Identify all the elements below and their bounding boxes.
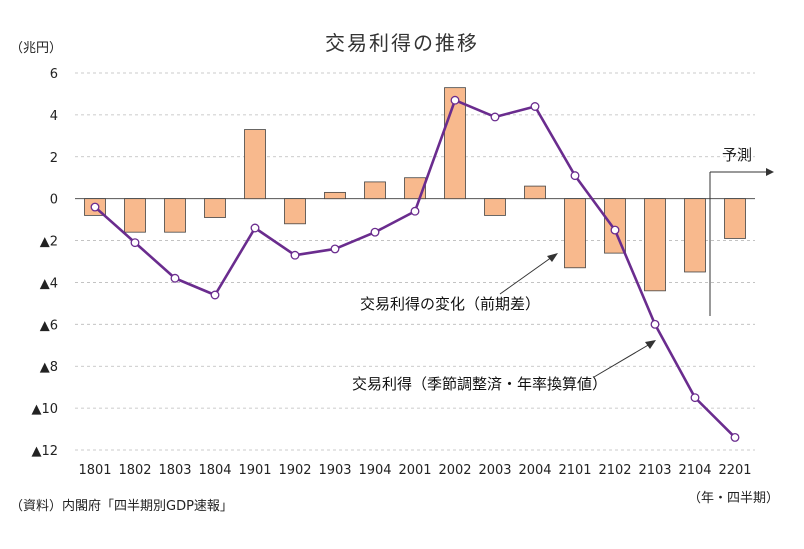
grid-lines	[75, 72, 755, 451]
line-point	[730, 432, 740, 442]
bar	[724, 198, 746, 239]
line-point	[570, 171, 580, 181]
y-tick-label: ▲8	[40, 360, 58, 375]
y-axis-ticks: 6 4 2 0 ▲2 ▲4 ▲6 ▲8 ▲10 ▲12	[31, 67, 58, 459]
line-point	[370, 227, 380, 237]
line-point	[610, 225, 620, 235]
x-tick-label: 2104	[678, 463, 711, 478]
x-tick-label: 1802	[118, 463, 151, 478]
x-tick-label: 1904	[358, 463, 391, 478]
x-tick-label: 1903	[318, 463, 351, 478]
line-annotation-label: 交易利得（季節調整済・年率換算値）	[352, 375, 607, 393]
bar	[124, 198, 146, 233]
bar	[684, 198, 706, 273]
x-tick-label: 2001	[398, 463, 431, 478]
x-tick-label: 1901	[238, 463, 271, 478]
forecast-arrowhead	[766, 168, 774, 176]
x-tick-label: 2003	[478, 463, 511, 478]
y-tick-label: ▲4	[40, 276, 58, 291]
source-note: （資料）内閣府「四半期別GDP速報」	[10, 498, 233, 514]
bar	[364, 181, 386, 200]
bar	[164, 198, 186, 233]
bar-series	[84, 87, 746, 292]
x-tick-label: 1801	[78, 463, 111, 478]
x-tick-label: 1804	[198, 463, 231, 478]
y-tick-label: ▲12	[31, 444, 58, 459]
bar	[484, 198, 506, 216]
bar	[324, 191, 346, 200]
line-point	[130, 238, 140, 248]
bar	[204, 198, 226, 218]
y-tick-label: 2	[50, 151, 58, 166]
y-tick-label: 0	[50, 193, 58, 208]
line-point	[250, 223, 260, 233]
line-point	[530, 102, 540, 111]
line-point	[410, 206, 420, 216]
bar	[244, 129, 266, 200]
line-point	[450, 95, 460, 105]
bar	[284, 198, 306, 225]
x-axis-unit: （年・四半期）	[688, 491, 779, 506]
y-tick-label: 6	[50, 67, 58, 82]
y-axis-unit: （兆円）	[10, 41, 62, 56]
line-point	[330, 244, 340, 254]
bar	[644, 198, 666, 292]
y-tick-label: ▲2	[40, 235, 58, 250]
line-point	[690, 393, 700, 403]
bar-annotation-arrowhead	[547, 253, 558, 262]
line-point	[90, 202, 100, 212]
y-tick-label: ▲6	[40, 318, 58, 333]
x-tick-label: 2004	[518, 463, 551, 478]
bar	[524, 185, 546, 200]
x-tick-label: 1902	[278, 463, 311, 478]
y-tick-label: ▲10	[31, 402, 58, 417]
x-tick-label: 2102	[598, 463, 631, 478]
line-annotation-arrow	[593, 343, 651, 378]
x-tick-label: 1803	[158, 463, 191, 478]
bar	[564, 198, 586, 269]
line-point	[210, 290, 220, 300]
bar-annotation-arrow	[499, 256, 553, 295]
x-axis-ticks: 1801 1802 1803 1804 1901 1902 1903 1904 2001 2002…	[78, 463, 751, 478]
line-point	[290, 250, 300, 260]
x-tick-label: 2101	[558, 463, 591, 478]
x-tick-label: 2002	[438, 463, 471, 478]
line-annotation-arrowhead	[645, 340, 656, 349]
line-series	[90, 95, 740, 442]
line-point	[490, 112, 500, 122]
line-point	[650, 319, 660, 329]
x-tick-label: 2103	[638, 463, 671, 478]
line-point	[170, 273, 180, 283]
chart-title: 交易利得の推移	[325, 31, 479, 55]
bar-annotation-label: 交易利得の変化（前期差）	[360, 295, 540, 313]
forecast-label: 予測	[722, 146, 752, 164]
y-tick-label: 4	[50, 109, 58, 124]
x-tick-label: 2201	[718, 463, 751, 478]
